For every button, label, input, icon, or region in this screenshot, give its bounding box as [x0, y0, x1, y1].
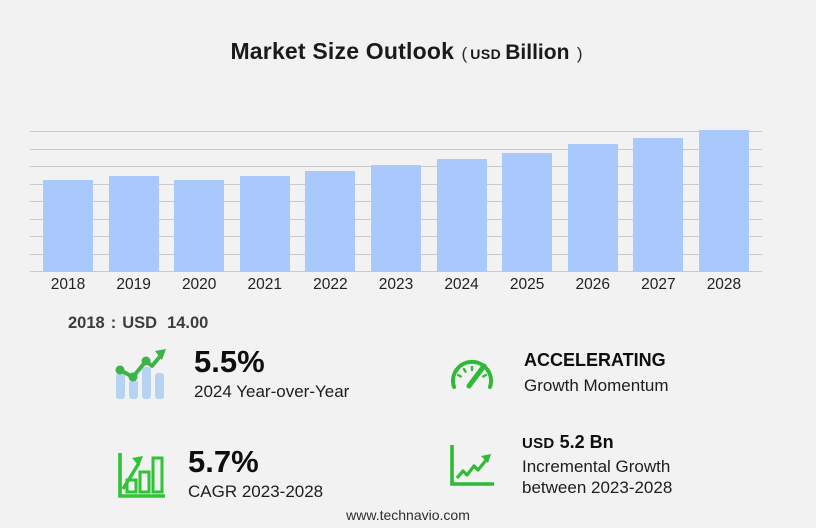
title-unit: Billion [505, 41, 570, 64]
annotation-currency: USD [122, 314, 158, 332]
bar-chart [30, 127, 762, 272]
bar-2021 [239, 175, 290, 272]
annotation-separator: : [110, 314, 117, 332]
x-tick-label: 2026 [575, 276, 610, 293]
x-tick-label: 2024 [444, 276, 479, 293]
page-title: Market Size Outlook (USD Billion ) [0, 38, 816, 65]
title-currency: USD [470, 46, 502, 62]
x-tick-label: 2023 [378, 276, 414, 293]
stat-growth-momentum: ACCELERATING Growth Momentum [446, 350, 669, 396]
stat-cagr: 5.7% CAGR 2023-2028 [112, 446, 323, 502]
title-paren-open: ( [461, 44, 468, 63]
gridline [30, 148, 762, 150]
x-tick-label: 2019 [116, 276, 151, 293]
footer-url: www.technavio.com [346, 507, 470, 523]
growth-chart-icon [118, 453, 165, 498]
x-tick-label: 2028 [706, 276, 742, 293]
x-tick-label: 2021 [247, 276, 283, 293]
bar-2024 [436, 158, 487, 272]
x-axis-labels: 2018 2019 2020 2021 2022 2023 2024 2025 2026 2027… [30, 276, 762, 294]
line-growth-icon [450, 445, 494, 486]
x-tick-label: 2018 [50, 276, 86, 293]
gridline [30, 131, 762, 132]
bars-row [30, 127, 762, 272]
stat-incremental-label-line2: between 2023-2028 [522, 477, 673, 497]
stat-cagr-value: 5.7% [188, 444, 259, 479]
bar-2019 [108, 175, 159, 272]
bar-2018 [43, 179, 93, 272]
speedometer-icon [451, 359, 493, 389]
bar-2020 [174, 179, 225, 272]
annotation-year: 2018 [68, 314, 105, 332]
title-paren-close: ) [576, 44, 583, 63]
bar-2026 [567, 144, 618, 272]
stat-incremental-currency: USD [522, 435, 555, 452]
bar-2027 [633, 138, 684, 272]
stat-momentum-value: ACCELERATING [524, 350, 666, 370]
stat-incremental-value: 5.2 Bn [559, 432, 614, 452]
x-tick-label: 2025 [509, 276, 545, 293]
annotation-value: 14.00 [167, 314, 209, 332]
bar-2025 [502, 152, 553, 272]
x-tick-label: 2020 [181, 276, 217, 293]
stat-incremental-growth: USD 5.2 Bn Incremental Growth between 20… [446, 432, 672, 498]
trend-bars-icon [115, 349, 166, 400]
stat-yoy-growth: 5.5% 2024 Year-over-Year [108, 346, 349, 402]
stat-incremental-label-line1: Incremental Growth [522, 456, 671, 476]
x-tick-label: 2022 [313, 276, 348, 293]
bar-2028 [698, 130, 749, 272]
title-main: Market Size Outlook [230, 38, 455, 64]
base-year-annotation: 2018: USD 14.00 [68, 314, 208, 333]
x-tick-label: 2027 [641, 276, 676, 293]
stat-cagr-label: CAGR 2023-2028 [188, 482, 324, 501]
stat-yoy-label: 2024 Year-over-Year [194, 382, 350, 401]
stat-yoy-value: 5.5% [194, 344, 265, 379]
bar-2022 [305, 170, 356, 272]
bar-2023 [370, 164, 421, 272]
stat-momentum-label: Growth Momentum [524, 375, 669, 395]
